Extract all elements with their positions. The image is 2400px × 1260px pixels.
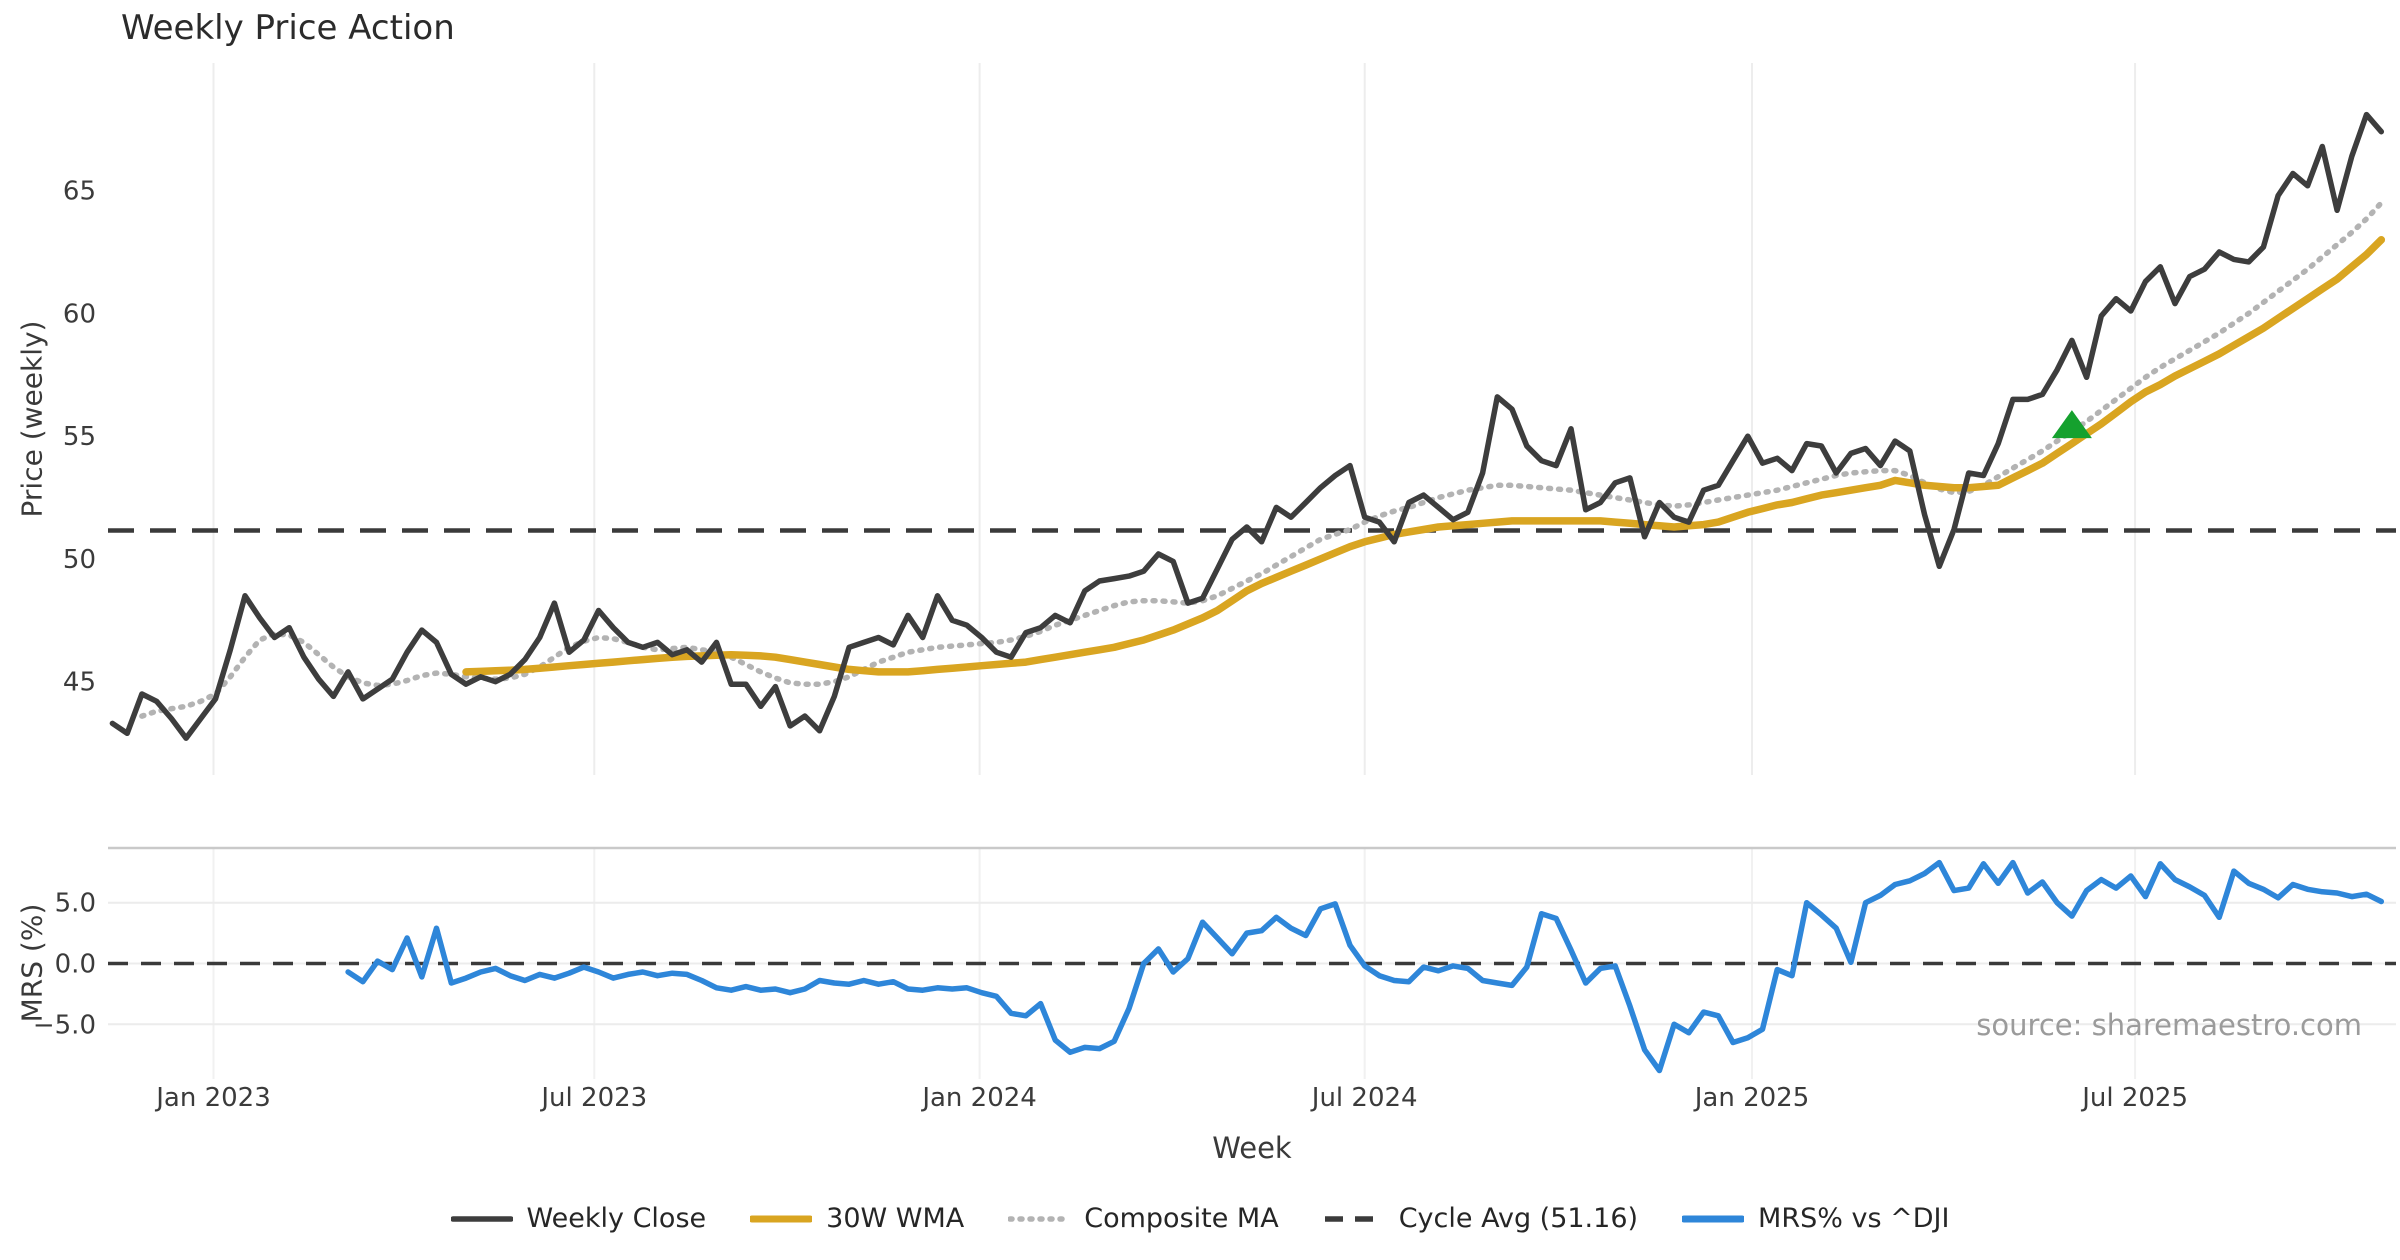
week-axis-label: Week [1212,1131,1292,1165]
weekly-close-line [109,111,2385,741]
chart-legend: Weekly Close 30W WMA Composite MA Cycle Avg… [0,1203,2400,1234]
legend-item-30w-wma: 30W WMA [750,1203,964,1234]
x-tick-label: Jan 2023 [154,1083,271,1113]
legend-label: Cycle Avg (51.16) [1398,1203,1639,1234]
mrs-line [345,859,2385,1074]
x-tick-label: Jul 2024 [1310,1083,1418,1113]
legend-item-cycle-avg-51-16: Cycle Avg (51.16) [1323,1203,1638,1234]
wma-30w-line [462,236,2386,676]
mrs-axis-label: MRS (%) [15,903,49,1023]
price-y-tick-label: 55 [63,422,96,452]
page-title: Weekly Price Action [121,8,455,48]
legend-swatch [450,1215,513,1222]
legend-swatch [1324,1215,1383,1222]
x-tick-label: Jan 2024 [920,1083,1037,1113]
legend-item-composite-ma: Composite MA [1008,1203,1279,1234]
mrs-y-tick-label: 5.0 [55,889,96,919]
x-tick-label: Jul 2025 [2080,1083,2188,1113]
legend-label: Weekly Close [526,1203,707,1234]
source-note: source: sharemaestro.com [1976,1008,2362,1042]
price-y-tick-label: 65 [63,177,96,207]
legend-item-weekly-close: Weekly Close [450,1203,707,1234]
signal-marker [2051,410,2092,439]
legend-swatch [1008,1215,1071,1222]
price-y-tick-label: 50 [63,545,96,575]
legend-label: 30W WMA [826,1203,965,1234]
mrs-y-tick-label: −5.0 [33,1010,96,1040]
price-y-tick-label: 45 [63,668,96,698]
x-tick-label: Jan 2025 [1693,1083,1810,1113]
legend-label: MRS% vs ^DJI [1758,1203,1950,1234]
legend-label: Composite MA [1084,1203,1279,1234]
legend-item-mrs-vs-dji: MRS% vs ^DJI [1682,1203,1949,1234]
composite-ma-line [139,200,2385,719]
legend-swatch [1682,1215,1745,1222]
mrs-y-tick-label: 0.0 [55,950,96,980]
price-y-tick-label: 60 [63,299,96,329]
price-axis-label: Price (weekly) [15,320,49,518]
x-tick-label: Jul 2023 [539,1083,647,1113]
legend-swatch [750,1215,813,1222]
